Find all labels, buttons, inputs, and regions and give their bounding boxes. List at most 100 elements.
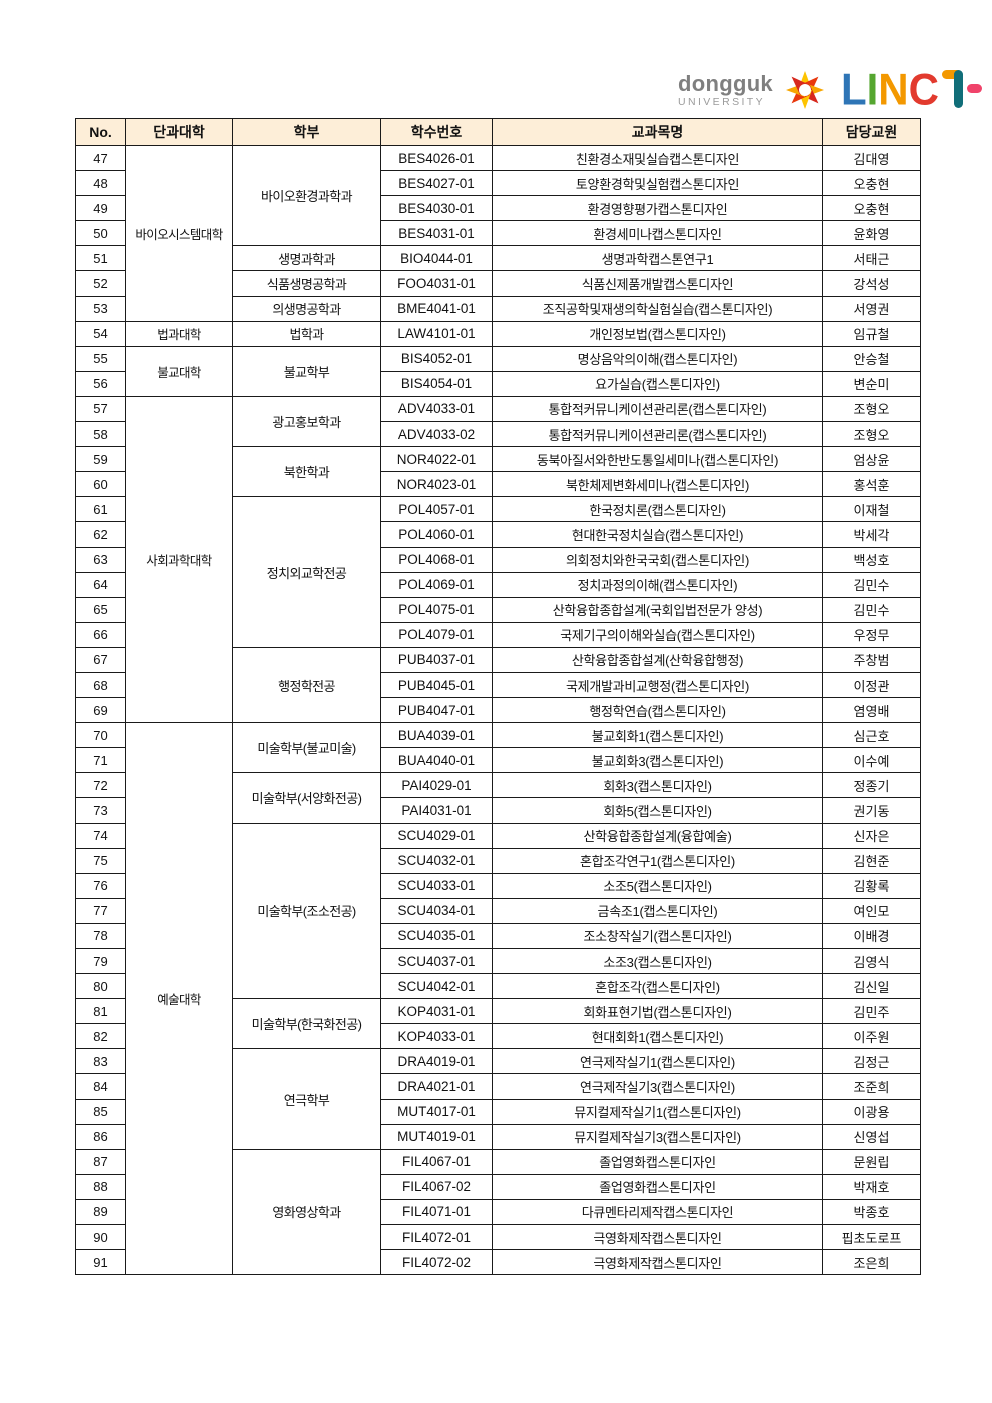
cell-prof: 안승철 xyxy=(822,345,921,372)
cell-course: 산학융합종합설계(국회입법전문가 양성) xyxy=(492,596,823,623)
cell-no: 77 xyxy=(75,897,126,924)
table-row: 54 법과대학 법학과 LAW4101-01 개인정보법(캡스톤디자인) 임규철 xyxy=(75,320,921,347)
cell-course: 극영화제작캡스톤디자인 xyxy=(492,1224,823,1251)
plus-hook-shape xyxy=(941,70,962,79)
cell-no: 84 xyxy=(75,1073,126,1100)
plus-dash-shape xyxy=(966,84,982,93)
cell-prof: 엄상윤 xyxy=(822,446,921,473)
cell-prof: 김현준 xyxy=(822,847,921,874)
cell-course: 졸업영화캡스톤디자인 xyxy=(492,1148,823,1175)
cell-code: SCU4033-01 xyxy=(380,872,493,899)
cell-course: 산학융합종합설계(산학융합행정) xyxy=(492,646,823,673)
table-row: 58 ADV4033-02 통합적커뮤니케이션관리론(캡스톤디자인) 조형오 xyxy=(75,421,921,448)
cell-course: 산학융합종합설계(융합예술) xyxy=(492,822,823,849)
cell-prof: 김영식 xyxy=(822,947,921,975)
cell-dept: 생명과학과 xyxy=(232,245,381,272)
cell-code: BIS4052-01 xyxy=(380,345,493,372)
col-header-dept: 학부 xyxy=(232,118,381,146)
cell-prof: 김민수 xyxy=(822,596,921,623)
cell-no: 70 xyxy=(75,722,126,749)
cell-no: 66 xyxy=(75,621,126,648)
cell-course: 행정학연습(캡스톤디자인) xyxy=(492,697,823,724)
cell-code: POL4068-01 xyxy=(380,546,493,573)
linc-letter: I xyxy=(866,64,879,115)
cell-course: 통합적커뮤니케이션관리론(캡스톤디자인) xyxy=(492,395,823,423)
cell-no: 55 xyxy=(75,345,126,372)
cell-code: POL4057-01 xyxy=(380,496,493,523)
cell-no: 78 xyxy=(75,922,126,950)
table-row: 63 POL4068-01 의회정치와한국국회(캡스톤디자인) 백성호 xyxy=(75,546,921,573)
cell-course: 연극제작실기1(캡스톤디자인) xyxy=(492,1048,823,1075)
table-row: 90 FIL4072-01 극영화제작캡스톤디자인 핍초도로프 xyxy=(75,1224,921,1251)
cell-course: 불교회화1(캡스톤디자인) xyxy=(492,722,823,749)
cell-no: 72 xyxy=(75,772,126,799)
cell-dept: 바이오환경과학과 xyxy=(232,144,381,247)
cell-prof: 우정무 xyxy=(822,621,921,648)
cell-prof: 이배경 xyxy=(822,922,921,950)
cell-prof: 이광용 xyxy=(822,1098,921,1125)
cell-college: 바이오시스템대학 xyxy=(125,145,233,322)
cell-course: 식품신제품개발캡스톤디자인 xyxy=(492,270,823,297)
cell-course: 뮤지컬제작실기3(캡스톤디자인) xyxy=(492,1123,823,1150)
table-row: 72 미술학부(서양화전공) PAI4029-01 회화3(캡스톤디자인) 정종기 xyxy=(75,772,921,824)
cell-code: NOR4022-01 xyxy=(380,446,493,473)
cell-prof: 윤화영 xyxy=(822,220,921,247)
cell-code: ADV4033-02 xyxy=(380,421,493,448)
table-row: 70 예술대학 미술학부(불교미술) BUA4039-01 불교회화1(캡스톤디자인) 심… xyxy=(75,722,921,1276)
cell-course: 친환경소재및실습캡스톤디자인 xyxy=(492,144,823,172)
cell-dept: 식품생명공학과 xyxy=(232,270,381,297)
cell-no: 81 xyxy=(75,998,126,1025)
cell-prof: 이재철 xyxy=(822,496,921,523)
cell-code: BES4027-01 xyxy=(380,170,493,197)
table-row: 73 PAI4031-01 회화5(캡스톤디자인) 권기동 xyxy=(75,797,921,824)
cell-prof: 임규철 xyxy=(822,320,921,347)
cell-no: 85 xyxy=(75,1098,126,1125)
cell-course: 명상음악의이해(캡스톤디자인) xyxy=(492,345,823,372)
cell-no: 62 xyxy=(75,521,126,548)
cell-prof: 주창범 xyxy=(822,646,921,673)
cell-prof: 김민수 xyxy=(822,571,921,598)
cell-no: 58 xyxy=(75,421,126,448)
col-header-college: 단과대학 xyxy=(125,118,233,146)
table-row: 83 연극학부 DRA4019-01 연극제작실기1(캡스톤디자인) 김정근 xyxy=(75,1048,921,1150)
cell-no: 68 xyxy=(75,671,126,699)
cell-course: 다큐멘타리제작캡스톤디자인 xyxy=(492,1198,823,1226)
cell-course: 소조5(캡스톤디자인) xyxy=(492,872,823,899)
cell-no: 63 xyxy=(75,546,126,573)
cell-dept: 광고홍보학과 xyxy=(232,395,381,448)
col-header-prof: 담당교원 xyxy=(822,118,921,146)
cell-course: 생명과학캡스톤연구1 xyxy=(492,245,823,272)
col-header-course: 교과목명 xyxy=(492,118,823,146)
cell-no: 82 xyxy=(75,1023,126,1050)
course-table: No. 단과대학 학부 학수번호 교과목명 담당교원 47 바이오시스템대학 바이오… xyxy=(75,118,921,1276)
cell-dept: 영화영상학과 xyxy=(232,1148,381,1276)
cell-prof: 김황록 xyxy=(822,872,921,899)
cell-code: BIO4044-01 xyxy=(380,245,493,272)
cell-prof: 핍초도로프 xyxy=(822,1224,921,1251)
cell-course: 회화3(캡스톤디자인) xyxy=(492,772,823,799)
table-row: 59 북한학과 NOR4022-01 동북아질서와한반도통일세미나(캡스톤디자인) 엄상… xyxy=(75,446,921,498)
cell-no: 61 xyxy=(75,496,126,523)
cell-prof: 김정근 xyxy=(822,1048,921,1075)
cell-course: 국제개발과비교행정(캡스톤디자인) xyxy=(492,671,823,699)
cell-no: 56 xyxy=(75,370,126,397)
cell-no: 75 xyxy=(75,847,126,874)
table-row: 56 BIS4054-01 요가실습(캡스톤디자인) 변순미 xyxy=(75,370,921,397)
cell-prof: 염영배 xyxy=(822,697,921,724)
cell-prof: 김신일 xyxy=(822,973,921,1000)
plus-vertical-shape xyxy=(953,70,963,108)
cell-course: 소조3(캡스톤디자인) xyxy=(492,947,823,975)
table-row: 51 생명과학과 BIO4044-01 생명과학캡스톤연구1 서태근 xyxy=(75,245,921,272)
cell-code: PUB4047-01 xyxy=(380,697,493,724)
table-row: 62 POL4060-01 현대한국정치실습(캡스톤디자인) 박세각 xyxy=(75,521,921,548)
cell-course: 환경세미나캡스톤디자인 xyxy=(492,220,823,247)
cell-course: 국제기구의이해와실습(캡스톤디자인) xyxy=(492,621,823,648)
cell-prof: 이정관 xyxy=(822,671,921,699)
cell-code: PAI4029-01 xyxy=(380,772,493,799)
cell-code: SCU4034-01 xyxy=(380,897,493,924)
cell-prof: 심근호 xyxy=(822,722,921,749)
table-row: 75 SCU4032-01 혼합조각연구1(캡스톤디자인) 김현준 xyxy=(75,847,921,874)
cell-no: 83 xyxy=(75,1048,126,1075)
cell-code: KOP4031-01 xyxy=(380,998,493,1025)
